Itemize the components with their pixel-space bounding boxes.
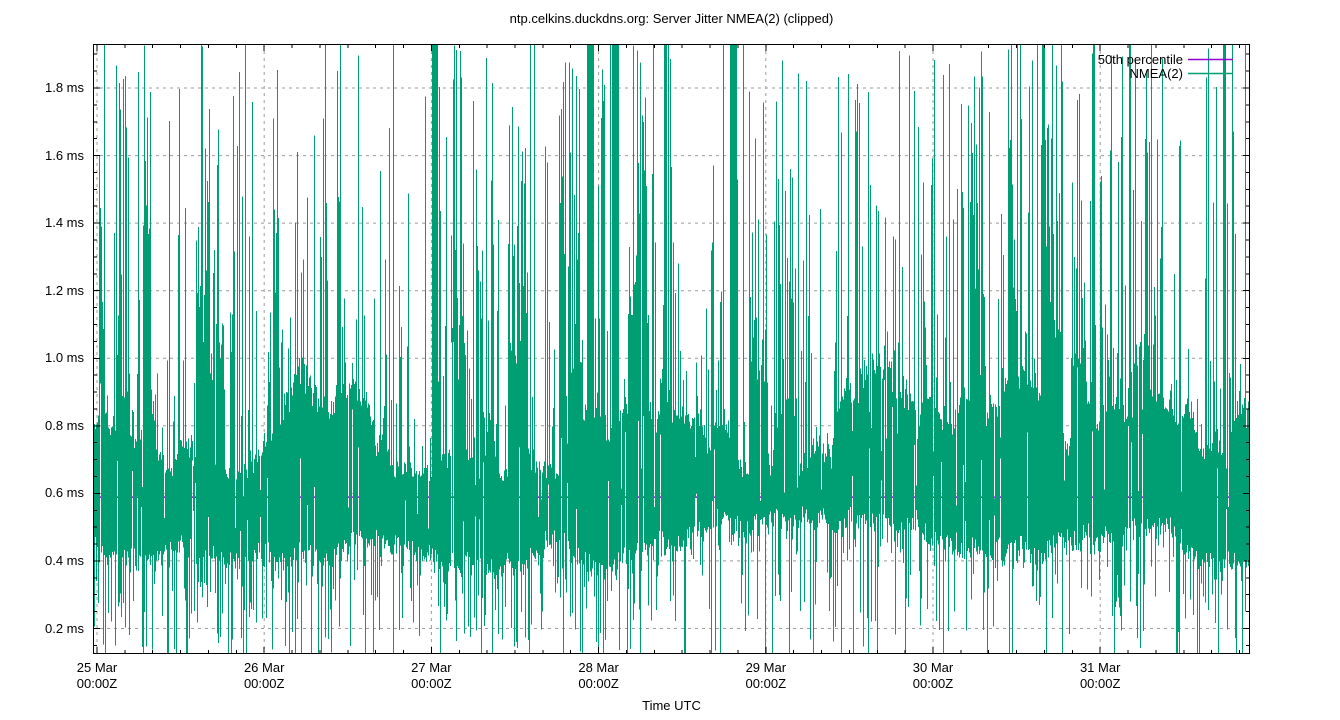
y-tick-label: 1.8 ms bbox=[44, 80, 84, 95]
x-tick-label: 26 Mar 00:00Z bbox=[243, 660, 285, 691]
x-tick-label: 30 Mar 00:00Z bbox=[912, 660, 954, 691]
y-tick-label: 0.6 ms bbox=[44, 485, 84, 501]
legend-label-50th-percentile: 50th percentile bbox=[1097, 52, 1183, 67]
y-tick-label: 0.2 ms bbox=[44, 620, 84, 636]
x-tick-label: 25 Mar 00:00Z bbox=[76, 660, 118, 691]
y-tick-label: 1.6 ms bbox=[44, 147, 84, 163]
y-tick-label: 0.4 ms bbox=[44, 552, 84, 568]
x-tick-label: 29 Mar 00:00Z bbox=[745, 660, 787, 691]
x-tick-label: 28 Mar 00:00Z bbox=[578, 660, 619, 691]
x-axis-label: Time UTC bbox=[642, 698, 701, 713]
x-tick-label: 27 Mar 00:00Z bbox=[411, 660, 452, 691]
y-tick-label: 0.8 ms bbox=[44, 417, 84, 433]
y-tick-label: 1.0 ms bbox=[44, 350, 84, 366]
y-tick-label: 1.2 ms bbox=[44, 282, 84, 298]
chart-title: ntp.celkins.duckdns.org: Server Jitter N… bbox=[509, 11, 834, 26]
y-tick-label: 1.4 ms bbox=[44, 215, 84, 231]
x-tick-label: 31 Mar 00:00Z bbox=[1079, 660, 1121, 691]
legend-label-nmea2: NMEA(2) bbox=[1129, 66, 1183, 81]
